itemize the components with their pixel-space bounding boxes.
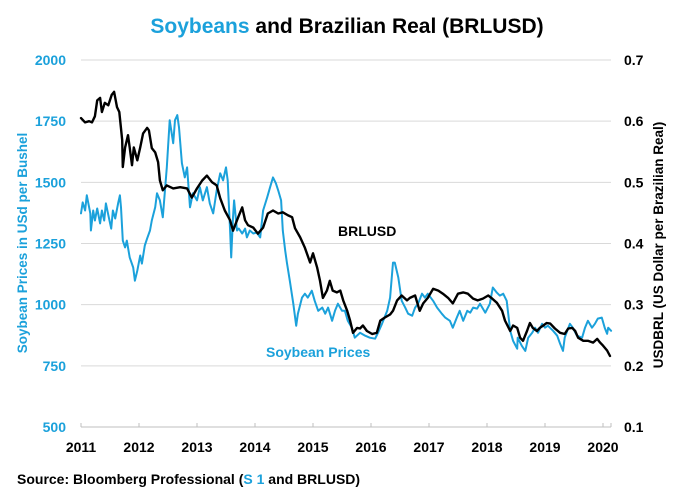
x-tick-label: 2016 xyxy=(355,439,386,455)
y-tick-label-right: 0.7 xyxy=(624,52,644,68)
y-tick-label-right: 0.5 xyxy=(624,174,644,190)
gridlines xyxy=(81,59,611,367)
y-tick-label-right: 0.4 xyxy=(624,236,644,252)
chart-title: Soybeans and Brazilian Real (BRLUSD) xyxy=(150,15,543,38)
series-line-soybean-prices xyxy=(80,114,613,352)
x-tick-label: 2020 xyxy=(587,439,618,455)
annotation-brlusd: BRLUSD xyxy=(338,223,396,239)
x-tick-label: 2018 xyxy=(471,439,502,455)
y-axis-left: 500 750 1000 1250 1500 1750 2000 xyxy=(35,52,66,435)
series-line-brlusd xyxy=(79,90,612,358)
annotation-soybean-prices: Soybean Prices xyxy=(266,344,370,360)
x-tick-label: 2012 xyxy=(123,439,154,455)
y-tick-label-right: 0.3 xyxy=(624,297,644,313)
chart-title-highlight: Soybeans xyxy=(150,15,249,38)
chart-title-rest: and Brazilian Real (BRLUSD) xyxy=(250,15,544,38)
x-tick-label: 2013 xyxy=(181,439,212,455)
source-note: Source: Bloomberg Professional (S 1 and … xyxy=(17,471,360,487)
y-axis-right: 0.1 0.2 0.3 0.4 0.5 0.6 0.7 xyxy=(624,52,644,435)
y-tick-label-left: 1000 xyxy=(35,297,66,313)
y-axis-right-title: USDBRL (US Dollar per Brazilian Real) xyxy=(651,122,666,369)
y-tick-label-right: 0.6 xyxy=(624,113,644,129)
y-tick-label-right: 0.2 xyxy=(624,358,644,374)
y-tick-label-left: 1500 xyxy=(35,174,66,190)
x-axis: 2011 2012 2013 2014 2015 2016 2017 2018 2019 2020 xyxy=(66,423,619,455)
source-suffix: and BRLUSD) xyxy=(264,471,360,487)
source-prefix: Source: Bloomberg Professional ( xyxy=(17,471,244,487)
source-ticker: S 1 xyxy=(243,471,264,487)
y-axis-left-title: Soybean Prices in USd per Bushel xyxy=(15,133,30,354)
series-group xyxy=(79,90,613,358)
y-tick-label-left: 1250 xyxy=(35,236,66,252)
y-tick-label-left: 500 xyxy=(43,419,67,435)
x-tick-label: 2015 xyxy=(297,439,328,455)
y-tick-label-left: 1750 xyxy=(35,113,66,129)
x-tick-label: 2011 xyxy=(66,439,97,455)
y-tick-label-left: 750 xyxy=(43,358,67,374)
x-tick-label: 2019 xyxy=(529,439,560,455)
x-tick-label: 2014 xyxy=(239,439,270,455)
y-tick-label-left: 2000 xyxy=(35,52,66,68)
y-tick-label-right: 0.1 xyxy=(624,419,644,435)
x-tick-label: 2017 xyxy=(413,439,444,455)
